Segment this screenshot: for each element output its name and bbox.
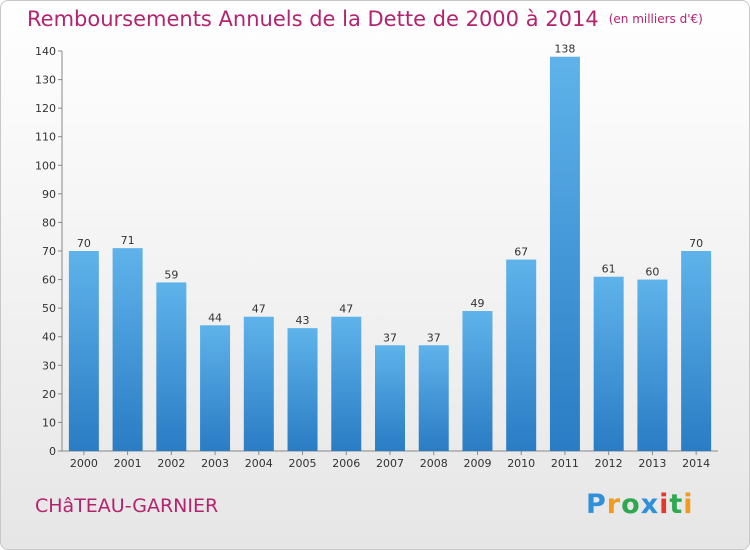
y-tick-label: 30 <box>42 359 56 372</box>
x-tick-label: 2007 <box>376 457 404 470</box>
logo-letter: i <box>683 489 694 520</box>
bar <box>200 325 231 451</box>
logo-letter: x <box>640 489 660 520</box>
y-tick-label: 130 <box>35 74 56 87</box>
proxiti-logo: Proxiti <box>586 489 694 520</box>
bar <box>331 316 362 451</box>
x-tick-label: 2013 <box>638 457 666 470</box>
data-label: 37 <box>383 331 397 344</box>
y-tick-label: 70 <box>42 245 56 258</box>
bar <box>462 311 493 451</box>
x-tick-label: 2009 <box>463 457 491 470</box>
x-tick-label: 2006 <box>332 457 360 470</box>
x-tick-label: 2005 <box>289 457 317 470</box>
bar <box>287 328 318 451</box>
bar <box>681 251 712 451</box>
bar <box>593 276 624 451</box>
x-tick-label: 2014 <box>682 457 710 470</box>
y-tick-label: 140 <box>35 45 56 58</box>
logo-letter: o <box>621 489 641 520</box>
x-tick-label: 2002 <box>157 457 185 470</box>
data-label: 43 <box>296 314 310 327</box>
y-tick-label: 40 <box>42 331 56 344</box>
bar <box>506 259 537 451</box>
y-tick-label: 0 <box>49 445 56 458</box>
bar <box>156 282 187 451</box>
data-label: 61 <box>602 263 616 276</box>
y-tick-label: 20 <box>42 388 56 401</box>
logo-letter: r <box>606 489 622 520</box>
data-label: 37 <box>427 331 441 344</box>
logo-letter: P <box>586 489 607 520</box>
y-tick-label: 80 <box>42 216 56 229</box>
data-label: 67 <box>514 246 528 259</box>
chart-title: Remboursements Annuels de la Dette de 20… <box>27 7 703 31</box>
bar <box>243 316 274 451</box>
x-tick-label: 2000 <box>70 457 98 470</box>
commune-name: CHâTEAU-GARNIER <box>35 495 219 517</box>
data-label: 47 <box>339 303 353 316</box>
x-tick-label: 2010 <box>507 457 535 470</box>
data-label: 60 <box>645 266 659 279</box>
x-tick-label: 2004 <box>245 457 273 470</box>
x-tick-label: 2011 <box>551 457 579 470</box>
y-tick-label: 90 <box>42 188 56 201</box>
data-label: 44 <box>208 311 222 324</box>
chart-title-text: Remboursements Annuels de la Dette de 20… <box>27 7 599 31</box>
y-tick-label: 10 <box>42 416 56 429</box>
x-tick-label: 2012 <box>595 457 623 470</box>
bar <box>418 345 449 451</box>
data-label: 70 <box>689 237 703 250</box>
logo-letter: i <box>659 489 670 520</box>
data-label: 70 <box>77 237 91 250</box>
y-tick-label: 100 <box>35 159 56 172</box>
chart-unit: (en milliers d'€) <box>608 12 703 26</box>
x-tick-label: 2003 <box>201 457 229 470</box>
data-label: 49 <box>470 297 484 310</box>
y-tick-label: 110 <box>35 131 56 144</box>
x-tick-label: 2008 <box>420 457 448 470</box>
data-label: 138 <box>554 43 575 56</box>
data-label: 47 <box>252 303 266 316</box>
bar <box>112 248 143 451</box>
bar <box>375 345 405 451</box>
x-tick-label: 2001 <box>114 457 142 470</box>
bar <box>549 56 580 451</box>
data-label: 71 <box>121 234 135 247</box>
y-tick-label: 60 <box>42 274 56 287</box>
bar <box>68 251 99 451</box>
data-label: 59 <box>164 268 178 281</box>
logo-letter: t <box>669 489 684 520</box>
y-tick-label: 50 <box>42 302 56 315</box>
y-tick-label: 120 <box>35 102 56 115</box>
bar <box>637 279 668 451</box>
